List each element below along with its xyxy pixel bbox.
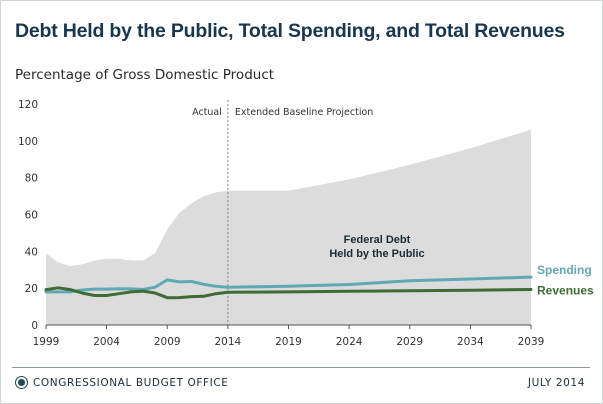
y-tick-label: 120	[18, 99, 38, 111]
y-tick-label: 20	[25, 283, 38, 295]
footer-date: JULY 2014	[527, 377, 585, 389]
x-tick-label: 2004	[93, 336, 120, 348]
chart-subtitle: Percentage of Gross Domestic Product	[15, 67, 275, 83]
series-line-revenues	[44, 286, 533, 300]
series-label-revenues: Revenues	[537, 283, 594, 297]
x-tick-label: 2024	[336, 336, 363, 348]
cbo-logo-icon	[16, 377, 27, 388]
x-tick-label: 2014	[215, 336, 242, 348]
y-tick-label: 0	[31, 320, 38, 332]
x-tick-label: 2034	[457, 336, 484, 348]
x-tick-label: 2019	[275, 336, 302, 348]
y-tick-label: 80	[25, 173, 38, 185]
footer-agency: CONGRESSIONAL BUDGET OFFICE	[33, 377, 229, 389]
x-tick-label: 1999	[33, 336, 60, 348]
debt-area-label-line: Held by the Public	[329, 248, 424, 260]
x-tick-label: 2009	[154, 336, 181, 348]
debt-area	[46, 129, 531, 325]
y-tick-label: 60	[25, 210, 38, 222]
y-tick-label: 40	[25, 246, 38, 258]
series-line-spending	[44, 275, 533, 294]
y-tick-label: 100	[18, 136, 38, 148]
footer-divider	[12, 367, 590, 368]
x-tick-label: 2039	[518, 336, 545, 348]
series-label-spending: Spending	[537, 263, 592, 277]
debt-area-label-line: Federal Debt	[344, 234, 411, 246]
divider-right-label: Extended Baseline Projection	[235, 107, 373, 118]
divider-left-label: Actual	[192, 107, 222, 118]
x-tick-label: 2029	[396, 336, 423, 348]
chart-title: Debt Held by the Public, Total Spending,…	[15, 20, 565, 42]
